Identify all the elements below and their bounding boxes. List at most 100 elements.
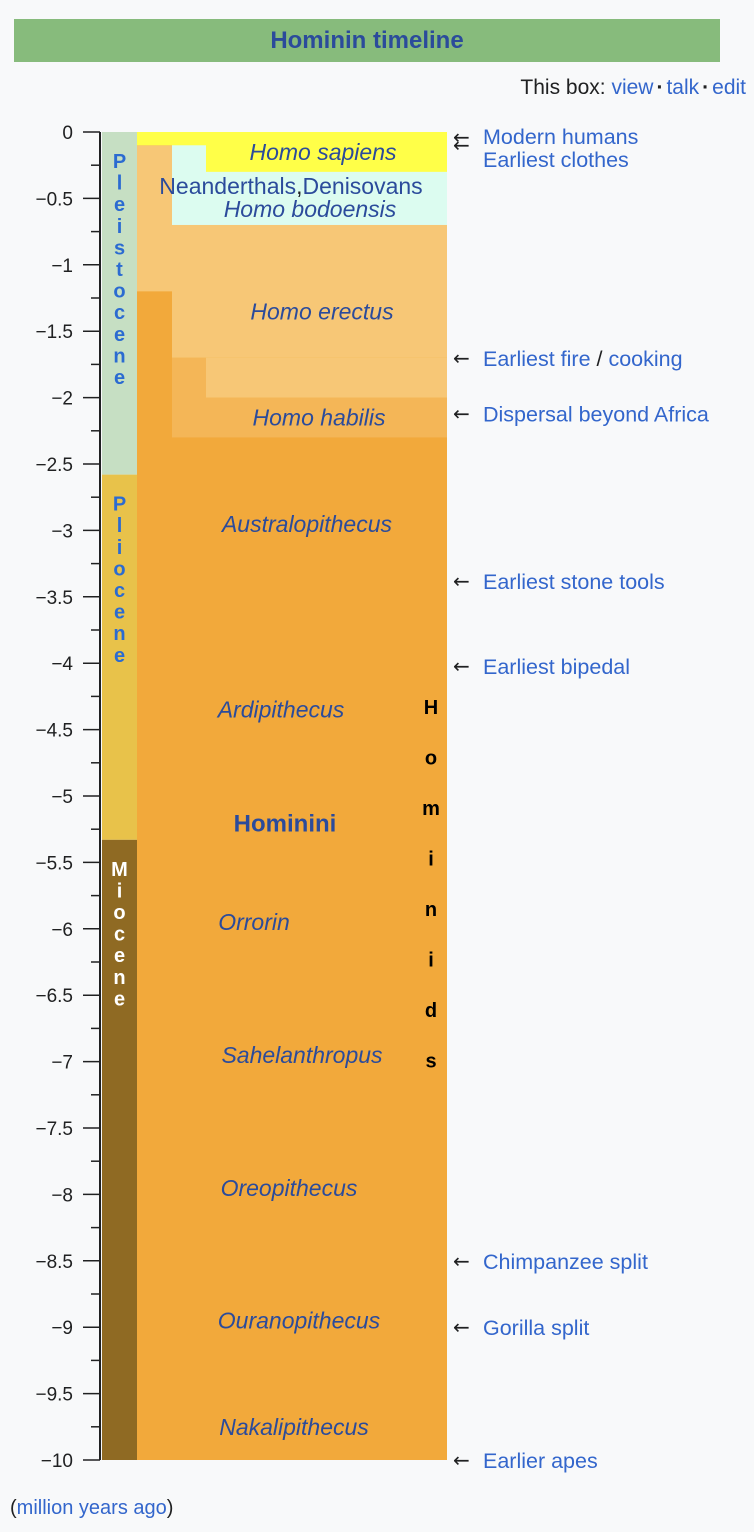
event-link[interactable]: Earliest stone tools [483,570,665,594]
event-arrow: ← [453,654,470,678]
y-tick-label: −8.5 [35,1252,73,1273]
event-arrow: ← [453,125,470,149]
event-link[interactable]: Dispersal beyond Africa [483,403,709,427]
taxon-label[interactable]: Oreopithecus [221,1175,358,1201]
epoch-letter-pleistocene: P [113,151,126,173]
hominids-letter: m [422,798,440,820]
epoch-letter-pliocene: n [113,623,125,645]
link-separator-dot: · [702,76,710,99]
y-tick-label: −8 [51,1185,73,1206]
epoch-letter-pliocene: i [117,537,123,559]
comma: , [296,173,302,199]
hominini-label[interactable]: Hominini [234,811,337,838]
epoch-letter-miocene: M [111,859,128,881]
taxon-label[interactable]: Sahelanthropus [221,1042,383,1068]
epoch-letter-pleistocene: o [113,281,125,303]
box-links: This box: view · talk · edit [520,76,746,100]
y-tick-label: −10 [41,1451,73,1472]
y-tick-label: −1.5 [35,322,73,343]
event-arrow: ← [453,346,470,370]
event-link[interactable]: Earliest fire [483,347,591,371]
y-tick-label: −3 [51,521,73,542]
event-label[interactable]: Gorilla split [483,1316,589,1340]
event-label[interactable]: Earlier apes [483,1449,598,1473]
hominids-letter: d [425,1000,437,1022]
epoch-letter-pliocene: e [114,602,125,624]
epoch-letter-miocene: n [113,967,125,989]
epoch-letter-pleistocene: n [113,345,125,367]
epoch-letter-pleistocene: c [114,302,125,324]
event-link[interactable]: Gorilla split [483,1316,589,1340]
event-link[interactable]: Earliest bipedal [483,655,630,679]
footer-close-paren: ) [166,1497,174,1519]
y-tick-label: −5.5 [35,853,73,874]
taxon-label[interactable]: Ouranopithecus [218,1308,381,1334]
region-homo-light [206,357,447,398]
event-link[interactable]: Chimpanzee split [483,1250,648,1274]
taxon-label[interactable]: Australopithecus [220,511,393,537]
event-link[interactable]: Earliest clothes [483,148,629,172]
event-label[interactable]: Earliest fire / cooking [483,347,683,371]
neanderthals-link[interactable]: Neanderthals [159,173,296,199]
event-link[interactable]: Earlier apes [483,1449,598,1473]
y-tick-label: −6.5 [35,986,73,1007]
epoch-letter-pleistocene: s [114,237,125,259]
box-links-prefix: This box: [520,76,606,99]
epoch-bar-pliocene [102,474,137,840]
epoch-letter-pliocene: c [114,580,125,602]
denisovans-link[interactable]: Denisovans [303,173,423,199]
hominids-letter: n [425,899,437,921]
event-label[interactable]: Modern humans [483,125,638,149]
taxon-label[interactable]: Homo sapiens [249,139,397,165]
epoch-bar-pleistocene [102,132,137,475]
event-label[interactable]: Dispersal beyond Africa [483,403,709,427]
taxon-label[interactable]: Homo erectus [250,298,394,324]
event-arrow: ← [453,402,470,426]
y-tick-label: −7.5 [35,1119,73,1140]
hominids-letter: H [424,697,438,719]
taxon-label[interactable]: Ardipithecus [216,697,345,723]
event-arrow: ← [453,1249,470,1273]
epoch-letter-pleistocene: t [116,259,123,281]
neanderthals-denisovans-label: Neanderthals,Denisovans [159,173,422,199]
region-homo-sapiens [206,132,447,172]
region-homo-mid [206,397,447,438]
event-link-secondary[interactable]: cooking [608,347,682,371]
timeline-chart: PleistocenePlioceneMiocene0−0.5−1−1.5−2−… [35,123,709,1473]
epoch-letter-pleistocene: e [114,194,125,216]
epoch-letter-pleistocene: i [117,216,123,238]
epoch-letter-miocene: c [114,924,125,946]
million-years-ago-link[interactable]: million years ago [16,1497,167,1519]
y-tick-label: −9 [51,1318,73,1339]
epoch-letter-pliocene: o [113,558,125,580]
event-label[interactable]: Earliest stone tools [483,570,665,594]
chart-title: Hominin timeline [270,26,464,54]
event-label[interactable]: Chimpanzee split [483,1250,648,1274]
y-tick-label: 0 [62,123,73,144]
footer: (million years ago) [10,1497,173,1520]
taxon-label[interactable]: Homo habilis [253,405,386,431]
epoch-letter-pliocene: e [114,645,125,667]
epoch-letter-pliocene: l [117,515,123,537]
event-link[interactable]: Modern humans [483,125,638,149]
y-tick-label: −2 [51,389,73,410]
event-arrow: ← [453,133,470,157]
event-label[interactable]: Earliest bipedal [483,655,630,679]
y-tick-label: −4 [51,654,73,675]
edit-link[interactable]: edit [712,76,746,99]
view-link[interactable]: view [611,76,654,99]
y-tick-label: −3.5 [35,588,73,609]
talk-link[interactable]: talk [666,76,700,99]
taxon-label[interactable]: Nakalipithecus [219,1414,369,1440]
hominids-letter: o [425,748,437,770]
hominids-letter: i [428,950,434,972]
taxon-label[interactable]: Homo bodoensis [224,196,397,222]
epoch-letter-pliocene: P [113,494,126,516]
epoch-letter-miocene: e [114,945,125,967]
taxon-label[interactable]: Orrorin [218,909,290,935]
event-arrow: ← [453,569,470,593]
event-arrow: ← [453,1448,470,1472]
event-label[interactable]: Earliest clothes [483,148,629,172]
y-tick-label: −4.5 [35,721,73,742]
hominids-letter: i [428,849,434,871]
